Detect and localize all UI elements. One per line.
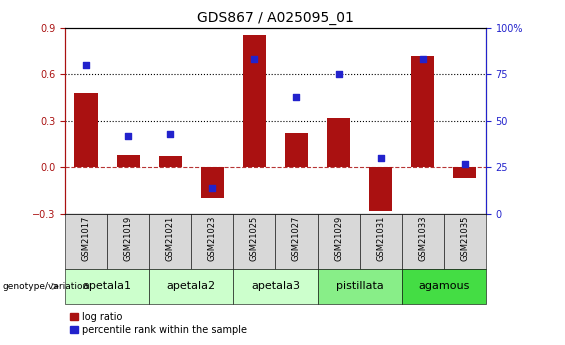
Bar — [402, 269, 486, 304]
Bar — [411, 56, 434, 167]
Point — [208, 185, 217, 190]
Bar — [233, 269, 318, 304]
Text: GSM21029: GSM21029 — [334, 216, 343, 261]
Text: GSM21019: GSM21019 — [124, 216, 133, 261]
Text: apetala3: apetala3 — [251, 282, 300, 291]
Point — [81, 62, 90, 68]
Text: pistillata: pistillata — [336, 282, 384, 291]
Point — [376, 155, 385, 161]
Text: apetala2: apetala2 — [167, 282, 216, 291]
Bar — [149, 214, 191, 269]
Bar — [276, 214, 318, 269]
Text: GSM21017: GSM21017 — [81, 216, 90, 261]
Bar — [318, 269, 402, 304]
Bar — [201, 167, 224, 198]
Bar — [285, 133, 308, 167]
Bar — [149, 269, 233, 304]
Point — [418, 57, 427, 62]
Point — [460, 161, 470, 166]
Text: apetala1: apetala1 — [82, 282, 132, 291]
Point — [124, 133, 133, 138]
Text: GSM21025: GSM21025 — [250, 216, 259, 261]
Bar — [65, 214, 107, 269]
Point — [250, 57, 259, 62]
Point — [292, 94, 301, 99]
Text: GSM21023: GSM21023 — [208, 216, 217, 261]
Text: genotype/variation: genotype/variation — [3, 282, 89, 291]
Bar — [191, 214, 233, 269]
Text: GSM21027: GSM21027 — [292, 216, 301, 261]
Text: GSM21021: GSM21021 — [166, 216, 175, 261]
Bar — [107, 214, 149, 269]
Text: agamous: agamous — [418, 282, 470, 291]
Text: GSM21033: GSM21033 — [418, 216, 427, 261]
Bar — [159, 156, 182, 167]
Bar — [453, 167, 476, 178]
Bar — [318, 214, 360, 269]
Bar — [243, 35, 266, 167]
Text: GSM21035: GSM21035 — [460, 216, 470, 261]
Bar — [327, 118, 350, 167]
Point — [334, 71, 343, 77]
Bar — [65, 269, 149, 304]
Bar — [444, 214, 486, 269]
Text: GSM21031: GSM21031 — [376, 216, 385, 261]
Bar — [369, 167, 392, 211]
Title: GDS867 / A025095_01: GDS867 / A025095_01 — [197, 11, 354, 25]
Bar — [233, 214, 276, 269]
Bar — [359, 214, 402, 269]
Bar — [402, 214, 444, 269]
Bar — [75, 93, 98, 167]
Bar — [116, 155, 140, 167]
Legend: log ratio, percentile rank within the sample: log ratio, percentile rank within the sa… — [70, 312, 247, 335]
Point — [166, 131, 175, 137]
